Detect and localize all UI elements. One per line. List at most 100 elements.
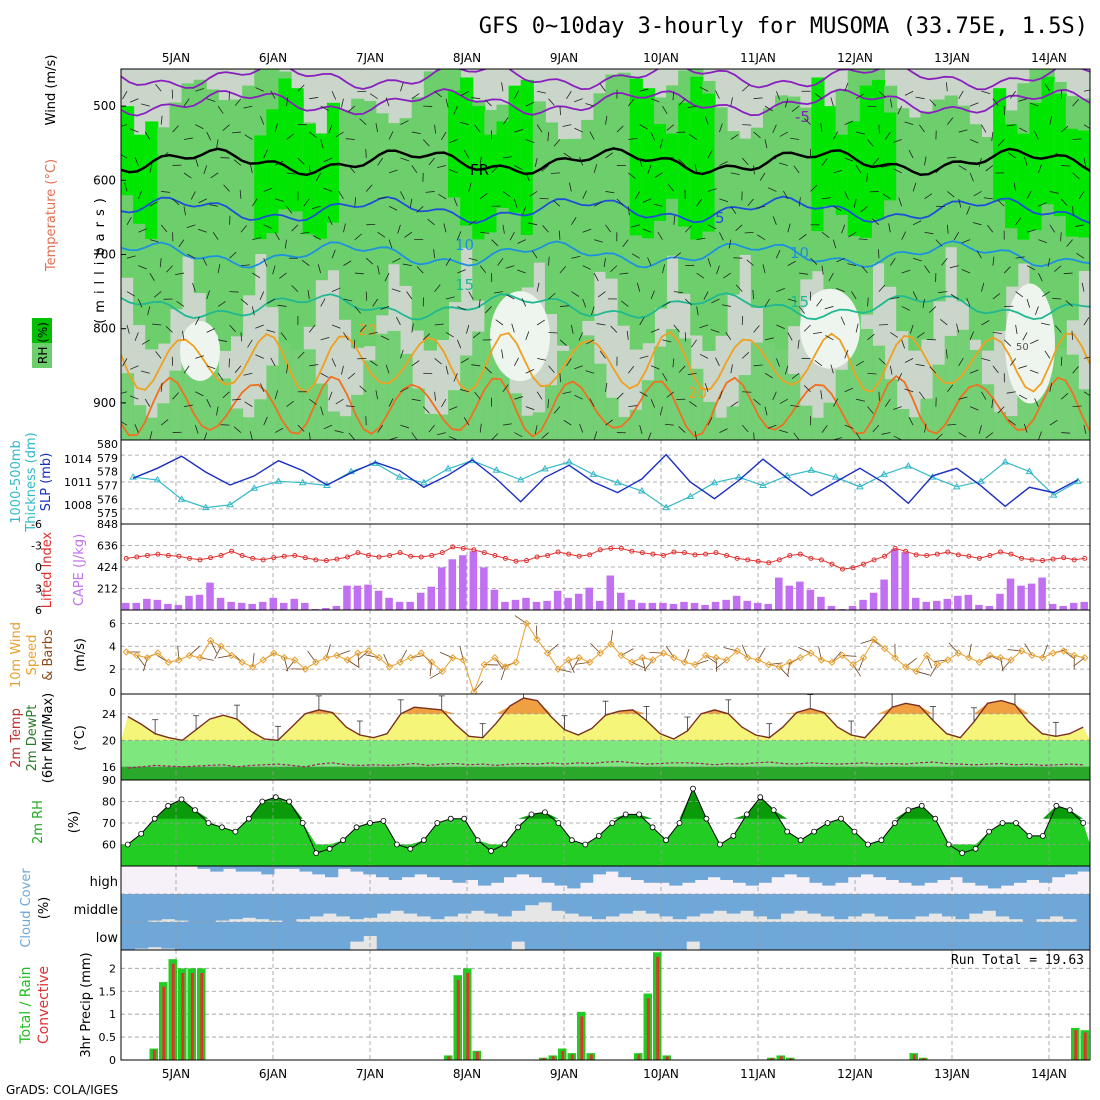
- rh-lower-band: [472, 331, 486, 440]
- tick-label: 2: [109, 962, 116, 975]
- rh-lower-band: [799, 405, 813, 440]
- li-point: [397, 550, 403, 556]
- rh-moist-band: [169, 102, 183, 310]
- li-point: [745, 557, 751, 563]
- wind-barb: [678, 365, 686, 373]
- rh2m-point: [905, 807, 912, 813]
- wind-barb: [121, 421, 128, 426]
- rh-saturated-band: [472, 106, 486, 240]
- rh-dry-patch: [490, 291, 550, 382]
- wind-barb: [320, 406, 324, 416]
- wind-barb: [517, 239, 526, 244]
- wind-barb: [912, 257, 922, 262]
- thickness-point: [201, 503, 210, 511]
- li-point: [355, 550, 361, 556]
- wind-barb: [566, 91, 572, 100]
- wind-barb: [882, 193, 891, 200]
- wind-barb: [1029, 369, 1039, 374]
- rh2m-point: [622, 811, 629, 818]
- precip-panel: [121, 950, 1090, 1060]
- cloud-cell-middle: [457, 894, 472, 914]
- wind-barb: [833, 205, 842, 211]
- rh2m-point: [918, 802, 925, 809]
- li-point: [997, 549, 1003, 555]
- cape-bar: [764, 603, 773, 610]
- rh-dry-patch: [180, 320, 220, 381]
- wind-barb: [212, 231, 219, 240]
- wind-barb: [779, 131, 788, 137]
- cloud-cell-low: [686, 922, 701, 942]
- wind-barb: [359, 324, 367, 332]
- panel-frame: [120, 949, 1091, 1061]
- wind-barb: [799, 272, 809, 275]
- cloud-cell-low: [1036, 922, 1051, 950]
- panel-frames: [120, 68, 1091, 1061]
- cape-bar: [859, 599, 867, 610]
- wind-barb: [746, 259, 754, 266]
- cloud-cell-middle: [1009, 894, 1024, 920]
- wind-barb: [929, 99, 937, 107]
- wind-barb: [411, 323, 414, 333]
- wind-barb: [767, 424, 777, 429]
- cloud-cell-low: [928, 922, 943, 950]
- wind10-point: [248, 663, 257, 671]
- wind-barb: [872, 424, 880, 433]
- cape-bar: [1069, 602, 1078, 610]
- wind-barb: [286, 364, 289, 374]
- thickness-point: [686, 492, 695, 500]
- wind-barb: [1038, 431, 1042, 440]
- wind-barb: [969, 102, 979, 107]
- wind-barb: [525, 406, 535, 411]
- rh-moist-band: [181, 83, 195, 257]
- wind-barb: [793, 432, 800, 440]
- wind-barb: [457, 339, 462, 349]
- wind-barb: [468, 182, 472, 192]
- cloud-cell-middle: [618, 894, 633, 914]
- cape-bar: [890, 549, 899, 610]
- wind-barb: [222, 124, 230, 131]
- wind-barb: [958, 129, 968, 133]
- cloud-cell-high: [210, 866, 224, 872]
- wind10-point: [270, 649, 278, 657]
- rh-saturated-band: [847, 121, 861, 236]
- li-point: [1050, 556, 1056, 562]
- rh-saturated-band: [1041, 76, 1055, 205]
- cloud-cell-low: [524, 922, 539, 950]
- wind-barb: [541, 165, 549, 172]
- cape-bar: [195, 594, 204, 610]
- rh2m-point: [353, 824, 360, 831]
- wind-barb: [772, 391, 777, 401]
- wind-barb: [240, 264, 250, 267]
- wind-barb: [935, 239, 943, 247]
- wind-barb: [1072, 366, 1079, 374]
- rh-lower-band: [133, 405, 147, 440]
- cloud-cell-high: [363, 866, 377, 875]
- wind-barb: [922, 298, 925, 308]
- wind-barb: [534, 425, 538, 435]
- wind-barb: [338, 191, 344, 200]
- wind-barb: [210, 172, 219, 179]
- wind-barb: [209, 204, 219, 207]
- rh-moist-band: [217, 100, 232, 351]
- rh-saturated-band: [121, 106, 135, 196]
- cloud-cell-low: [726, 922, 741, 950]
- wind-barb: [172, 392, 180, 400]
- wind-barb: [915, 96, 925, 100]
- wind-barb: [491, 166, 499, 174]
- wind-barb: [240, 225, 248, 233]
- wind-barb: [129, 395, 139, 400]
- rh2m-point: [474, 837, 481, 844]
- rh-saturated-band: [811, 77, 825, 232]
- li-point: [850, 565, 856, 571]
- wind-barb: [867, 372, 877, 375]
- cape-bar: [427, 586, 435, 610]
- wind-barb: [291, 224, 299, 232]
- wind-barb: [1072, 172, 1080, 180]
- wind-barb: [814, 92, 823, 99]
- wind-barb: [491, 239, 499, 247]
- wind-barb: [172, 125, 180, 133]
- wind10-point: [817, 656, 826, 664]
- rh-saturated-band: [641, 88, 655, 239]
- wind-barb: [810, 184, 818, 192]
- wind-barb: [309, 131, 317, 138]
